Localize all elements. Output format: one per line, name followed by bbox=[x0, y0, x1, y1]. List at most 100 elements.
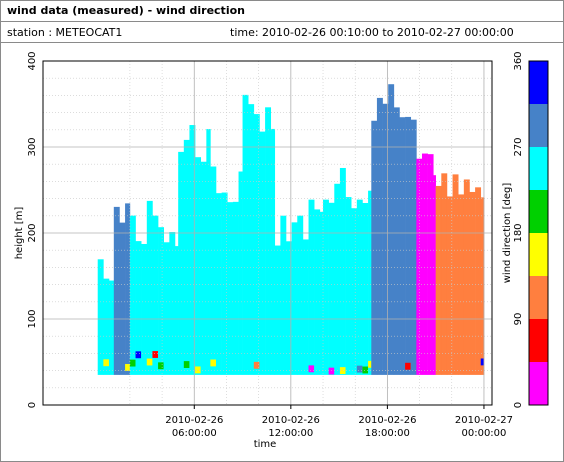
data-column bbox=[103, 278, 110, 375]
data-column bbox=[302, 239, 309, 375]
data-column bbox=[270, 128, 276, 375]
data-column bbox=[308, 199, 315, 375]
x-tick-label-time: 06:00:00 bbox=[172, 428, 217, 439]
data-column bbox=[141, 243, 148, 375]
data-column bbox=[291, 222, 298, 375]
colorbar-tick-label: 90 bbox=[513, 313, 524, 326]
data-column bbox=[405, 116, 412, 375]
data-column bbox=[382, 103, 389, 375]
data-column bbox=[345, 197, 352, 375]
data-cell bbox=[405, 362, 411, 370]
data-column bbox=[393, 107, 400, 375]
data-column bbox=[319, 211, 324, 375]
x-tick-label-time: 00:00:00 bbox=[461, 428, 506, 439]
data-column bbox=[339, 167, 346, 375]
data-column bbox=[286, 241, 292, 375]
data-cell bbox=[210, 359, 217, 367]
data-cell bbox=[135, 351, 142, 359]
data-cell bbox=[328, 367, 335, 375]
colorbar-tick-label: 0 bbox=[513, 402, 524, 408]
data-cell bbox=[146, 358, 153, 366]
data-column bbox=[227, 202, 234, 375]
data-column bbox=[242, 94, 249, 375]
data-cell bbox=[152, 351, 159, 358]
colorbar-band bbox=[529, 319, 548, 362]
data-column bbox=[446, 196, 453, 375]
data-column bbox=[232, 201, 239, 375]
colorbar-band bbox=[529, 147, 548, 190]
data-column bbox=[253, 114, 260, 375]
data-column bbox=[108, 280, 115, 375]
data-cell bbox=[253, 361, 260, 369]
x-axis-label: time bbox=[254, 439, 277, 450]
y-axis-label: height [m] bbox=[14, 207, 25, 260]
data-column bbox=[174, 246, 179, 375]
colorbar-tick-label: 180 bbox=[513, 223, 524, 242]
data-column bbox=[129, 215, 136, 375]
data-cell bbox=[227, 365, 233, 373]
data-column bbox=[452, 174, 459, 375]
data-column bbox=[362, 203, 369, 375]
data-column bbox=[146, 200, 153, 375]
colorbar-label: wind direction [deg] bbox=[502, 183, 513, 284]
y-tick-label: 100 bbox=[27, 309, 38, 328]
data-cell bbox=[480, 358, 484, 366]
station-label: station : METEOCAT1 bbox=[7, 26, 123, 39]
data-cell bbox=[362, 366, 369, 374]
data-column bbox=[399, 117, 406, 375]
colorbar-band bbox=[529, 362, 548, 405]
data-column bbox=[238, 171, 243, 375]
data-column bbox=[163, 242, 170, 375]
data-column bbox=[206, 129, 211, 375]
data-cell bbox=[195, 366, 201, 374]
x-tick-label-time: 12:00:00 bbox=[268, 428, 313, 439]
data-column bbox=[371, 120, 378, 375]
data-column bbox=[427, 154, 434, 375]
data-column bbox=[274, 245, 281, 375]
colorbar-band bbox=[529, 233, 548, 276]
x-tick-label-date: 2010-02-26 bbox=[165, 415, 223, 426]
data-column bbox=[410, 119, 417, 375]
data-column bbox=[125, 203, 131, 375]
data-column bbox=[200, 161, 207, 375]
chart-title: wind data (measured) - wind direction bbox=[7, 4, 245, 17]
x-tick-label-date: 2010-02-26 bbox=[358, 415, 416, 426]
title-bar: wind data (measured) - wind direction bbox=[1, 1, 563, 22]
data-cell bbox=[158, 362, 164, 370]
data-column bbox=[216, 193, 222, 375]
y-tick-label: 400 bbox=[27, 51, 38, 70]
data-cell bbox=[339, 367, 346, 375]
x-tick-label-date: 2010-02-27 bbox=[455, 415, 513, 426]
colorbar-band bbox=[529, 61, 548, 104]
data-column bbox=[433, 175, 436, 375]
data-column bbox=[297, 215, 304, 375]
data-column bbox=[195, 157, 202, 375]
data-column bbox=[97, 259, 104, 375]
data-column bbox=[119, 222, 126, 375]
colorbar-band bbox=[529, 104, 548, 147]
data-column bbox=[351, 208, 358, 375]
data-column bbox=[376, 97, 383, 375]
y-tick-label: 0 bbox=[27, 402, 38, 408]
data-column bbox=[178, 151, 185, 375]
data-column bbox=[280, 215, 287, 375]
data-cell bbox=[129, 359, 136, 367]
data-column bbox=[441, 173, 448, 375]
data-column bbox=[475, 187, 482, 375]
colorbar-tick-label: 270 bbox=[513, 137, 524, 156]
data-column bbox=[314, 209, 321, 375]
colorbar-frame bbox=[528, 60, 549, 406]
data-column bbox=[334, 183, 341, 375]
data-cell bbox=[368, 360, 372, 368]
x-tick-label-date: 2010-02-26 bbox=[262, 415, 320, 426]
info-bar: station : METEOCAT1 time: 2010-02-26 00:… bbox=[1, 22, 563, 43]
data-column bbox=[265, 107, 272, 375]
plot-frame bbox=[42, 60, 493, 406]
time-range-label: time: 2010-02-26 00:10:00 to 2010-02-27 … bbox=[230, 26, 514, 39]
colorbar-band bbox=[529, 276, 548, 319]
data-cell bbox=[183, 361, 190, 368]
colorbar-band bbox=[529, 190, 548, 233]
data-column bbox=[480, 197, 485, 375]
x-tick-label-time: 18:00:00 bbox=[365, 428, 410, 439]
